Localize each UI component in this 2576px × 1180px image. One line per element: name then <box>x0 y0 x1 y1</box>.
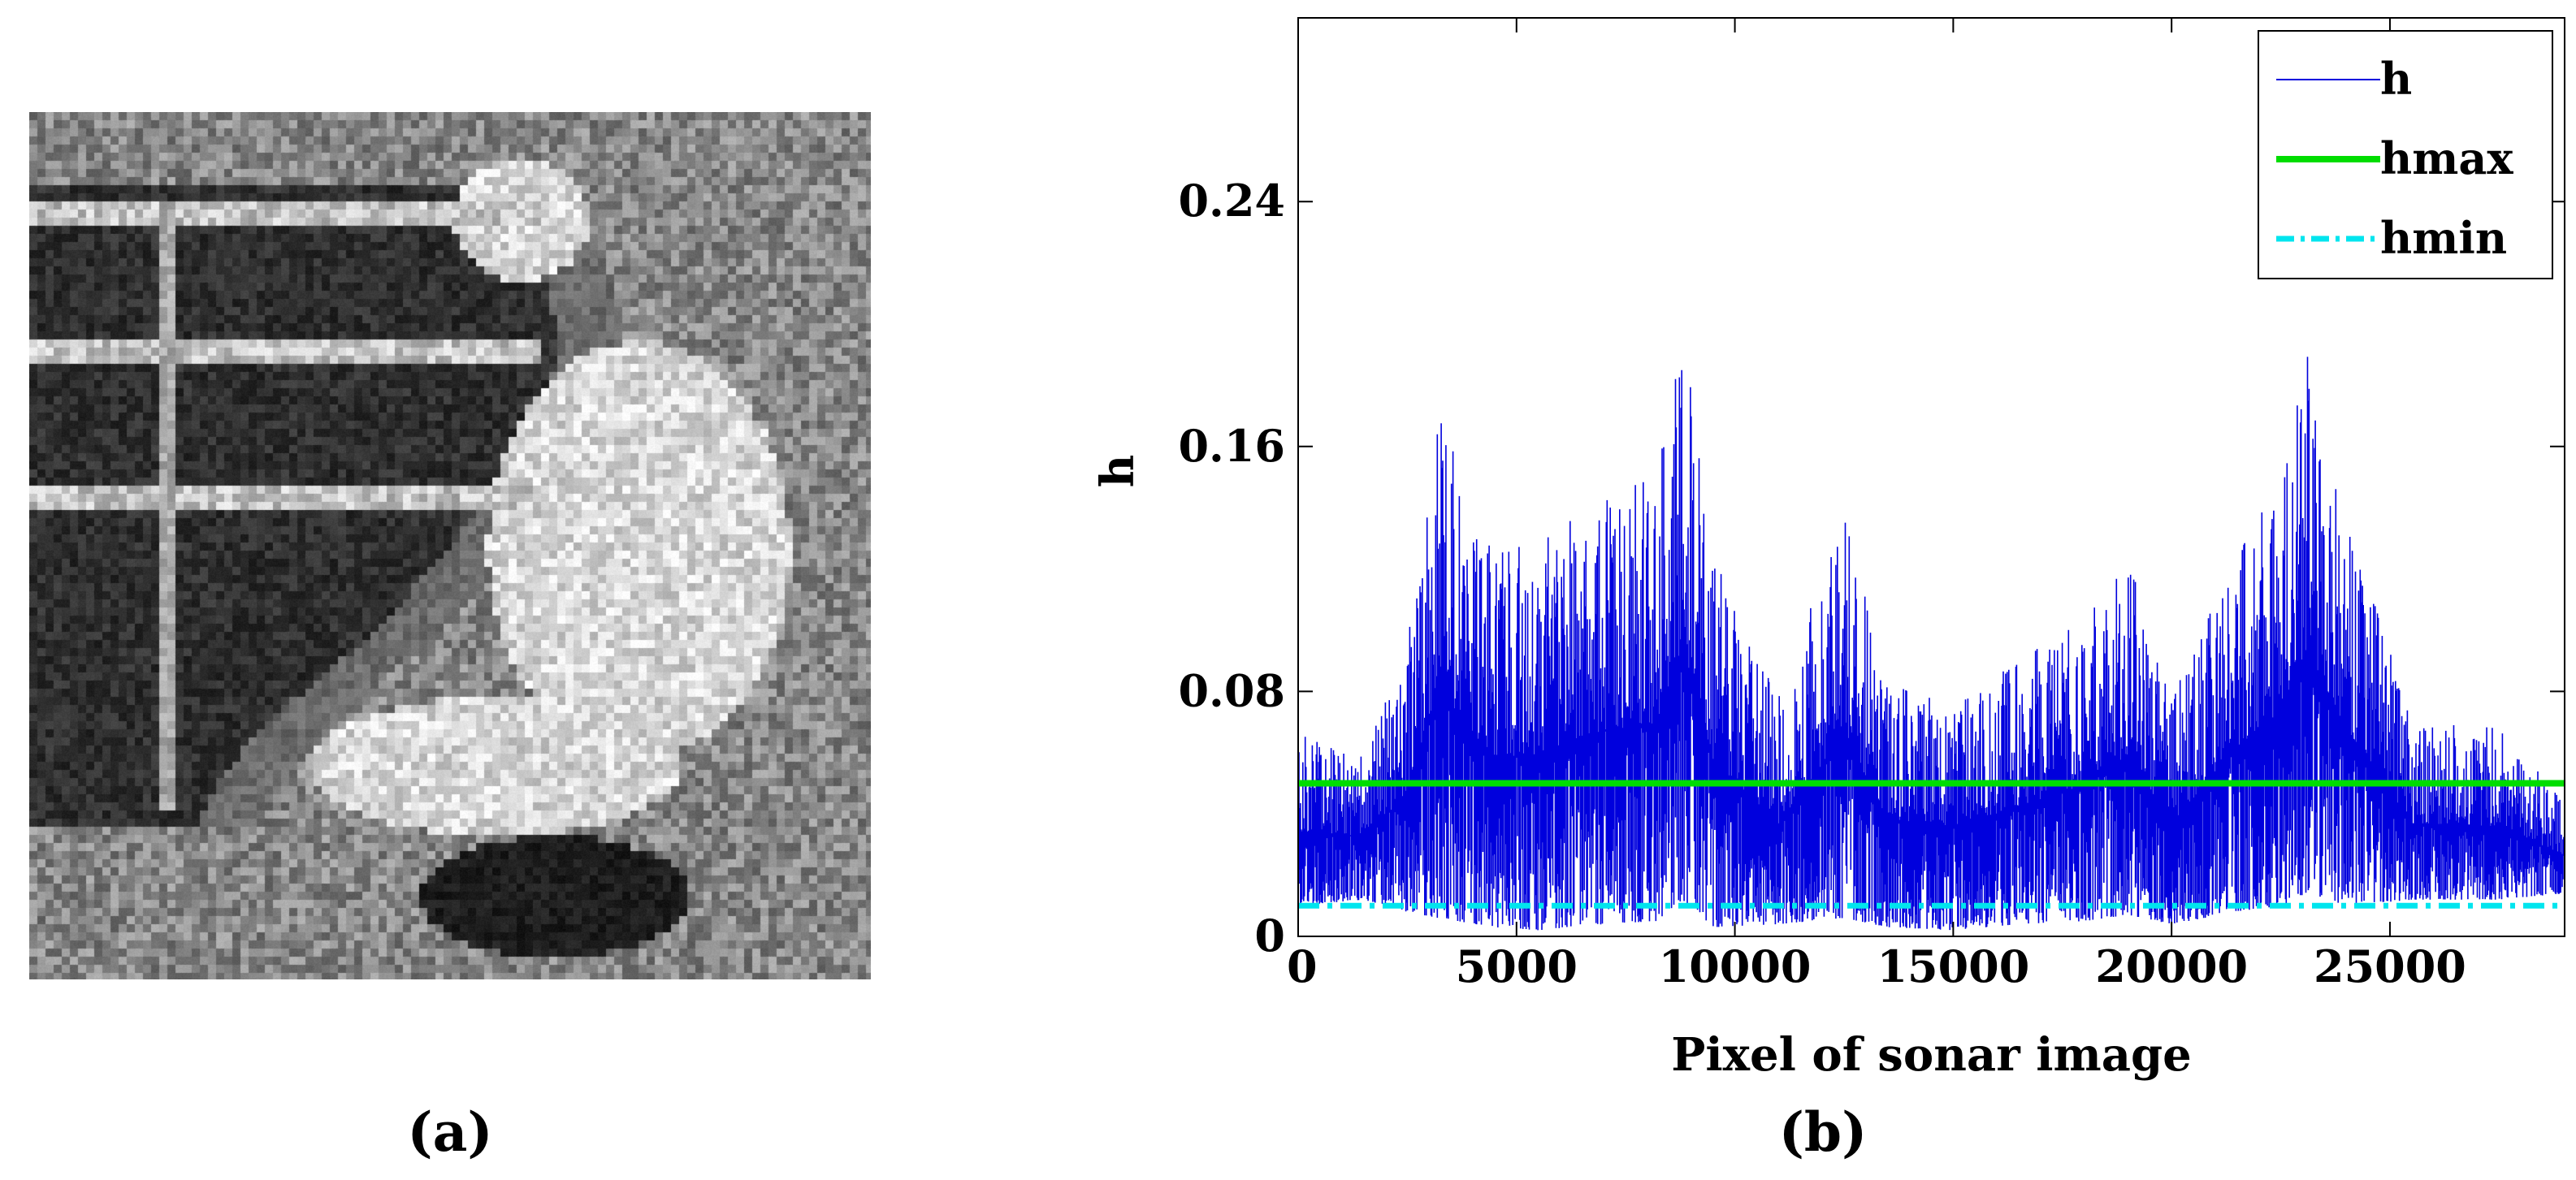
x-tick-label: 25000 <box>2314 940 2466 992</box>
panel-label-a: (a) <box>407 1100 493 1164</box>
x-tick-label: 0 <box>1287 940 1318 992</box>
plot-area <box>1298 357 2565 931</box>
x-tick-label: 10000 <box>1659 940 1812 992</box>
axes-frame <box>1297 17 2565 937</box>
y-tick-label: 0 <box>1254 910 1285 962</box>
x-tick-label: 5000 <box>1456 940 1578 992</box>
panel-label-b: (b) <box>1778 1100 1868 1164</box>
y-tick-label: 0.24 <box>1178 175 1285 227</box>
x-tick-label: 20000 <box>2095 940 2248 992</box>
x-axis-label: Pixel of sonar image <box>1671 1028 2192 1082</box>
legend: h hmax hmin <box>2258 30 2553 279</box>
legend-box <box>2258 30 2553 279</box>
legend-label-hmax: hmax <box>2380 132 2513 184</box>
legend-label-h: h <box>2380 53 2412 105</box>
legend-label-hmin: hmin <box>2380 212 2507 264</box>
y-tick-label: 0.16 <box>1178 420 1285 472</box>
x-tick-label: 15000 <box>1877 940 2029 992</box>
sonar-image <box>29 112 871 979</box>
y-tick-label: 0.08 <box>1178 664 1285 716</box>
series-h-line <box>1298 357 2565 931</box>
axes: 0 5000 10000 15000 20000 25000 0 0.08 0.16 0.24 Pi… <box>1091 17 2565 1082</box>
y-axis-label: h <box>1091 455 1145 488</box>
